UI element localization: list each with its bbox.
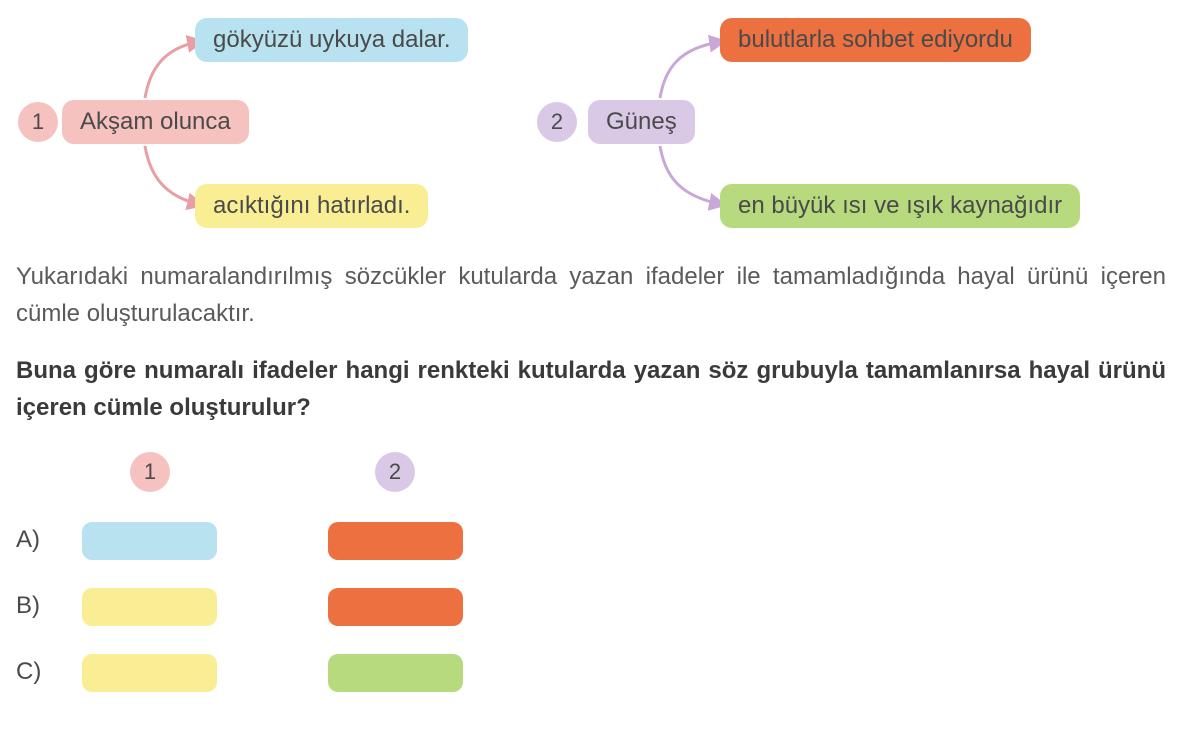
option-b-swatch-2 [328,588,463,626]
diagram-1-root-box: Akşam olunca [62,100,249,144]
answer-header-1: 1 [130,452,170,492]
option-c-swatch-2 [328,654,463,692]
page-root: 1 Akşam olunca gökyüzü uykuya dalar. acı… [0,0,1182,752]
diagram-2-top-box: bulutlarla sohbet ediyordu [720,18,1031,62]
arrow-left-top [145,42,198,98]
diagram-2-root-box: Güneş [588,100,695,144]
option-c-swatch-1 [82,654,217,692]
option-c-label: C) [16,658,41,686]
option-b-label: B) [16,592,40,620]
intro-paragraph: Yukarıdaki numaralandırılmış sözcükler k… [16,258,1166,332]
diagram-1-number: 1 [18,102,58,142]
question-paragraph: Buna göre numaralı ifadeler hangi renkte… [16,352,1166,426]
diagram-1-bottom-box: acıktığını hatırladı. [195,184,428,228]
diagram-2-bottom-box: en büyük ısı ve ışık kaynağıdır [720,184,1080,228]
option-a-swatch-1 [82,522,217,560]
option-b-swatch-1 [82,588,217,626]
option-a-label: A) [16,526,40,554]
diagram-1-top-box: gökyüzü uykuya dalar. [195,18,468,62]
answer-header-2: 2 [375,452,415,492]
diagram-2-number: 2 [537,102,577,142]
arrow-right-top [660,42,720,98]
arrow-left-bottom [145,146,198,204]
option-a-swatch-2 [328,522,463,560]
arrow-right-bottom [660,146,720,204]
